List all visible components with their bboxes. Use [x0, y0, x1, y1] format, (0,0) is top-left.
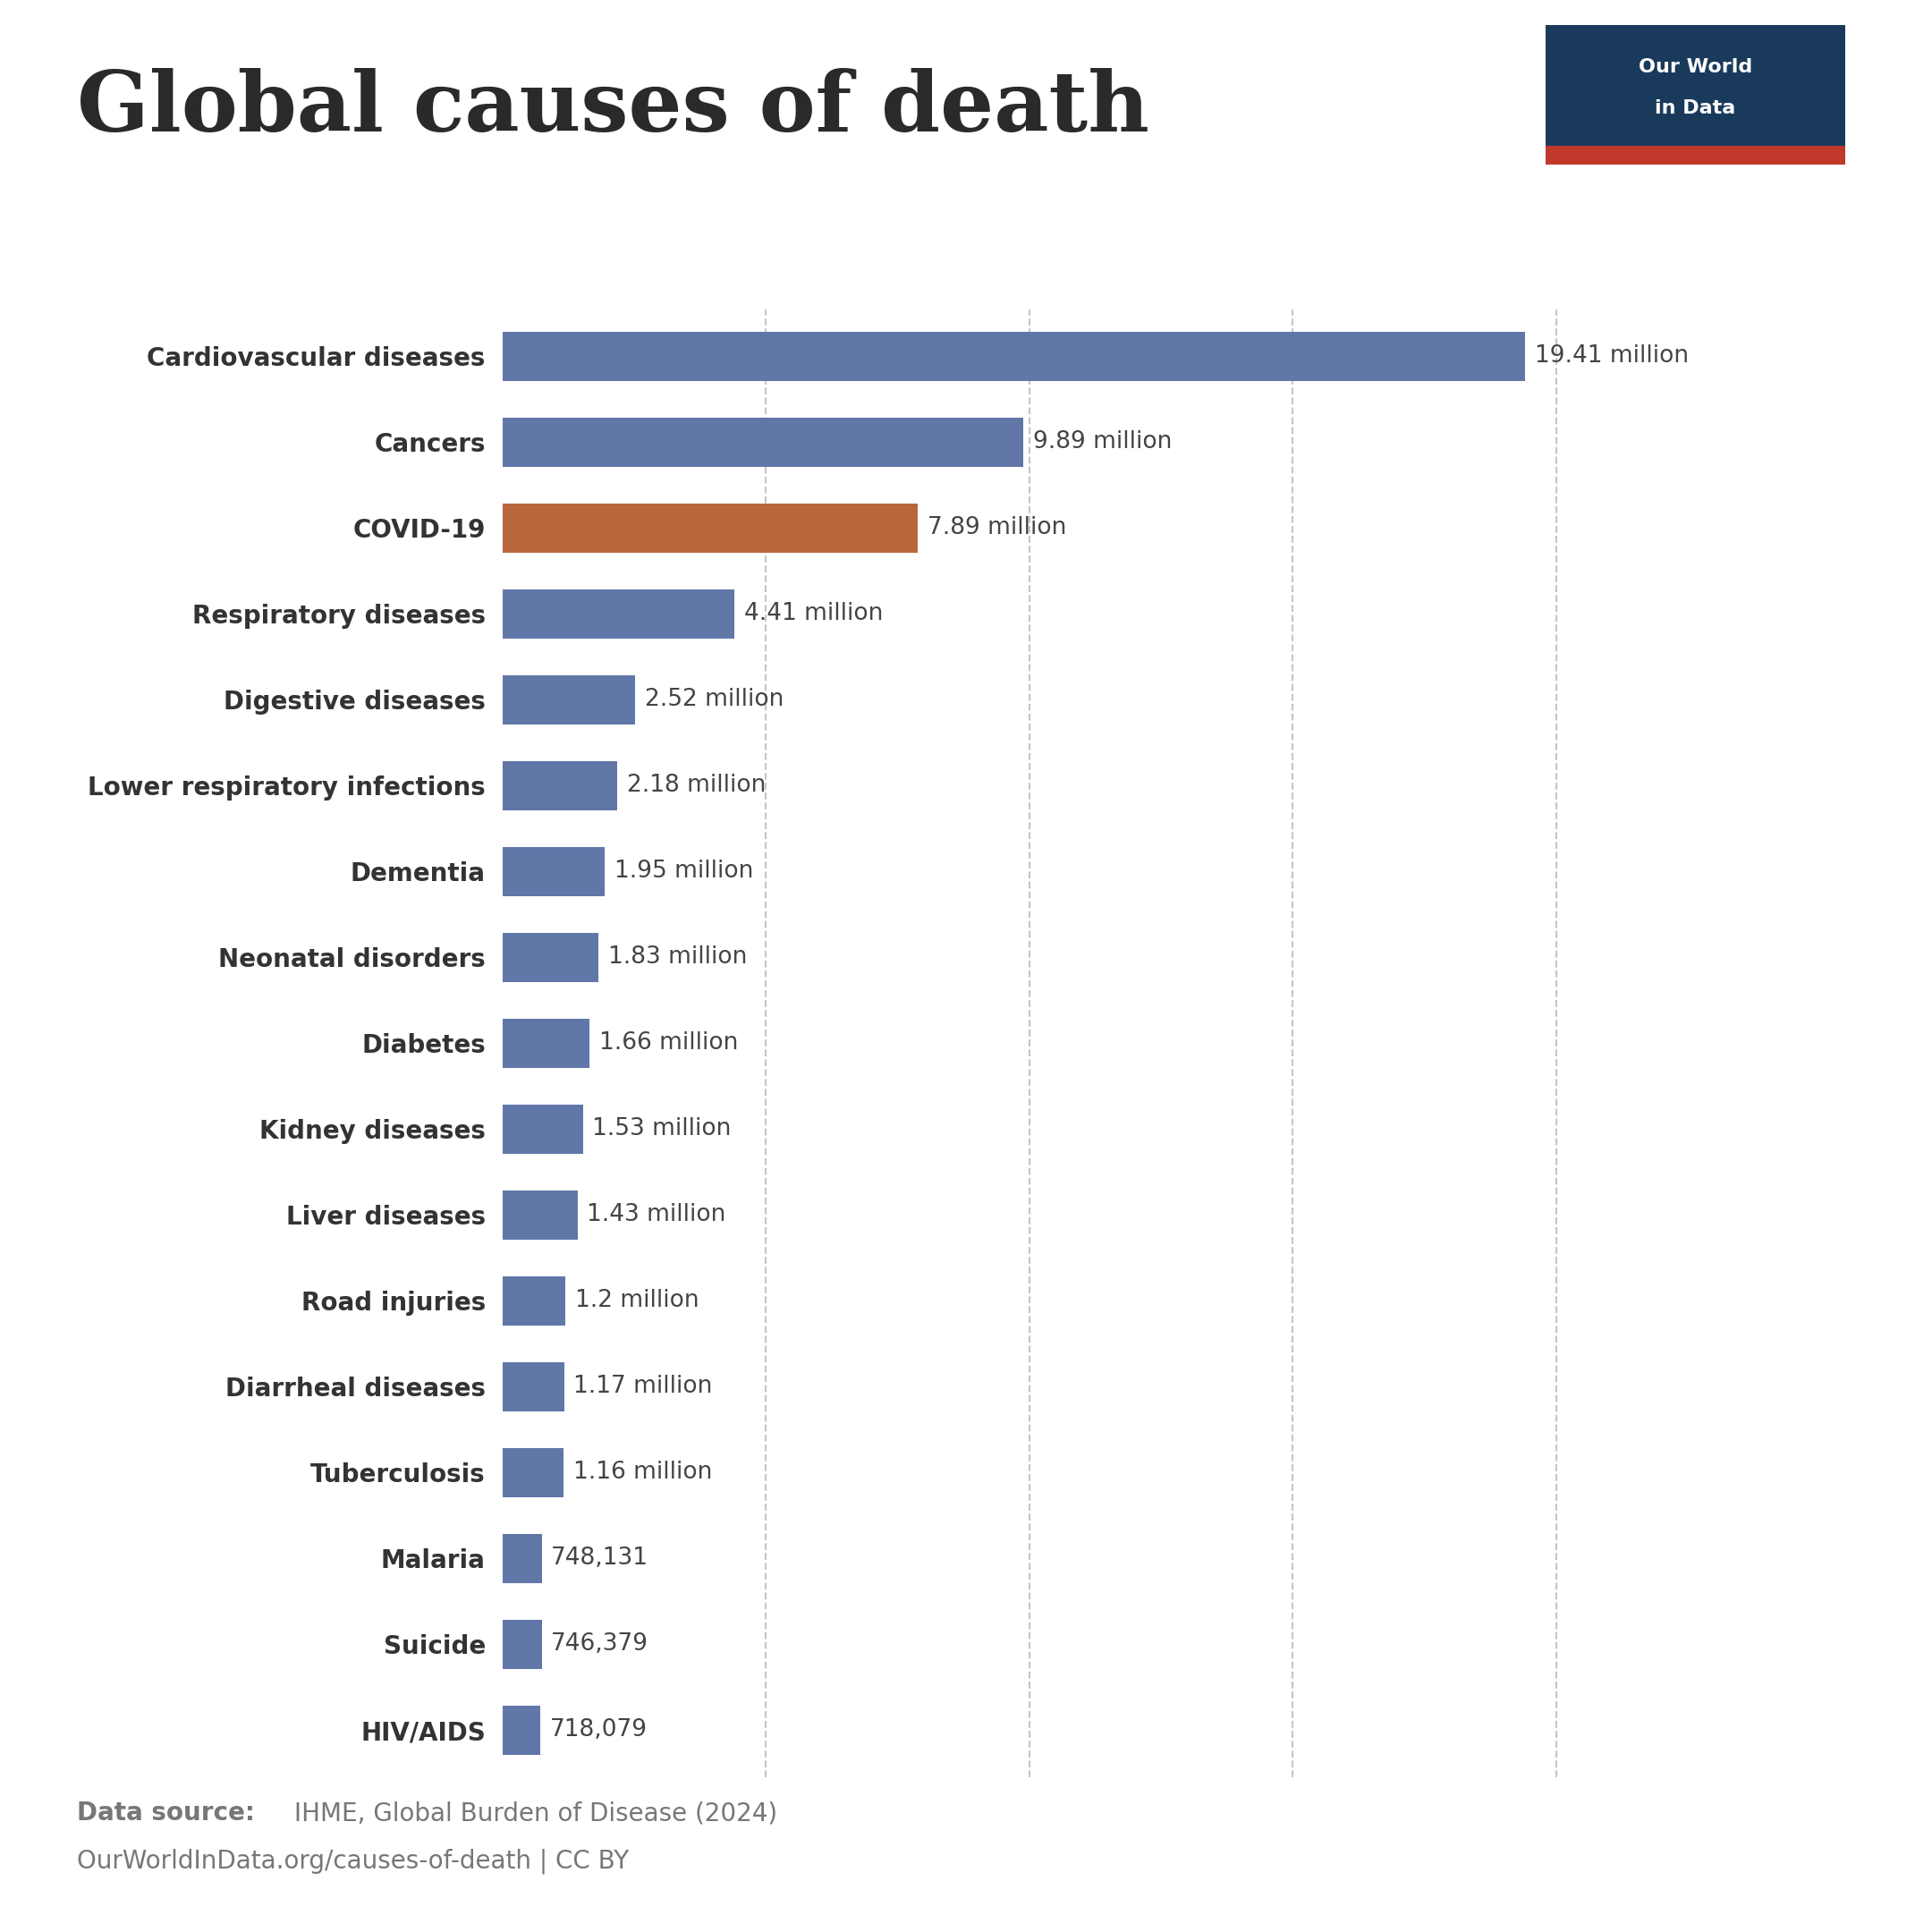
Text: 748,131: 748,131 [551, 1548, 649, 1571]
Text: 1.53 million: 1.53 million [593, 1117, 732, 1140]
Text: Our World: Our World [1638, 58, 1752, 75]
Bar [502, 1275, 566, 1325]
Bar [502, 589, 734, 639]
Text: Global causes of death: Global causes of death [77, 68, 1150, 149]
Text: 746,379: 746,379 [551, 1633, 649, 1656]
Text: Data source:: Data source: [77, 1801, 255, 1826]
Bar [502, 933, 599, 981]
Text: 1.17 million: 1.17 million [574, 1376, 713, 1399]
Text: 1.83 million: 1.83 million [609, 947, 748, 970]
Text: 2.52 million: 2.52 million [645, 688, 784, 711]
Bar [502, 1619, 541, 1669]
Text: OurWorldInData.org/causes-of-death | CC BY: OurWorldInData.org/causes-of-death | CC … [77, 1849, 630, 1874]
Bar [502, 1706, 541, 1754]
Bar [502, 1018, 589, 1068]
Text: 1.16 million: 1.16 million [574, 1461, 711, 1484]
Text: 1.43 million: 1.43 million [587, 1204, 726, 1227]
Text: 1.95 million: 1.95 million [614, 860, 753, 883]
Text: 1.2 million: 1.2 million [576, 1289, 699, 1312]
Bar [502, 846, 605, 896]
Text: 19.41 million: 19.41 million [1534, 344, 1689, 367]
Bar [1546, 147, 1845, 164]
Bar [502, 332, 1524, 381]
Bar [502, 1534, 541, 1584]
Bar [502, 1362, 564, 1412]
Text: 2.18 million: 2.18 million [626, 775, 765, 798]
Bar [502, 1105, 583, 1153]
Text: IHME, Global Burden of Disease (2024): IHME, Global Burden of Disease (2024) [286, 1801, 777, 1826]
Bar [502, 674, 636, 724]
Text: 718,079: 718,079 [549, 1719, 647, 1743]
Text: 1.66 million: 1.66 million [599, 1032, 738, 1055]
Text: 4.41 million: 4.41 million [744, 603, 883, 626]
Bar [502, 761, 616, 811]
Bar [502, 1447, 564, 1497]
Text: 7.89 million: 7.89 million [927, 516, 1066, 539]
Text: 9.89 million: 9.89 million [1034, 431, 1173, 454]
Text: in Data: in Data [1656, 100, 1735, 118]
Bar [502, 1190, 578, 1240]
Bar [502, 417, 1024, 468]
Bar [502, 502, 918, 553]
